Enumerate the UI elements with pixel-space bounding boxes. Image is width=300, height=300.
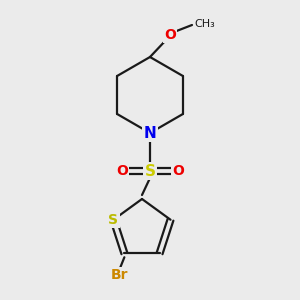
- Text: O: O: [164, 28, 176, 42]
- Text: O: O: [172, 164, 184, 178]
- Text: O: O: [116, 164, 128, 178]
- Text: N: N: [144, 125, 156, 140]
- Text: S: S: [109, 213, 118, 227]
- Text: CH₃: CH₃: [194, 19, 215, 29]
- Text: S: S: [145, 164, 155, 178]
- Text: Br: Br: [111, 268, 128, 282]
